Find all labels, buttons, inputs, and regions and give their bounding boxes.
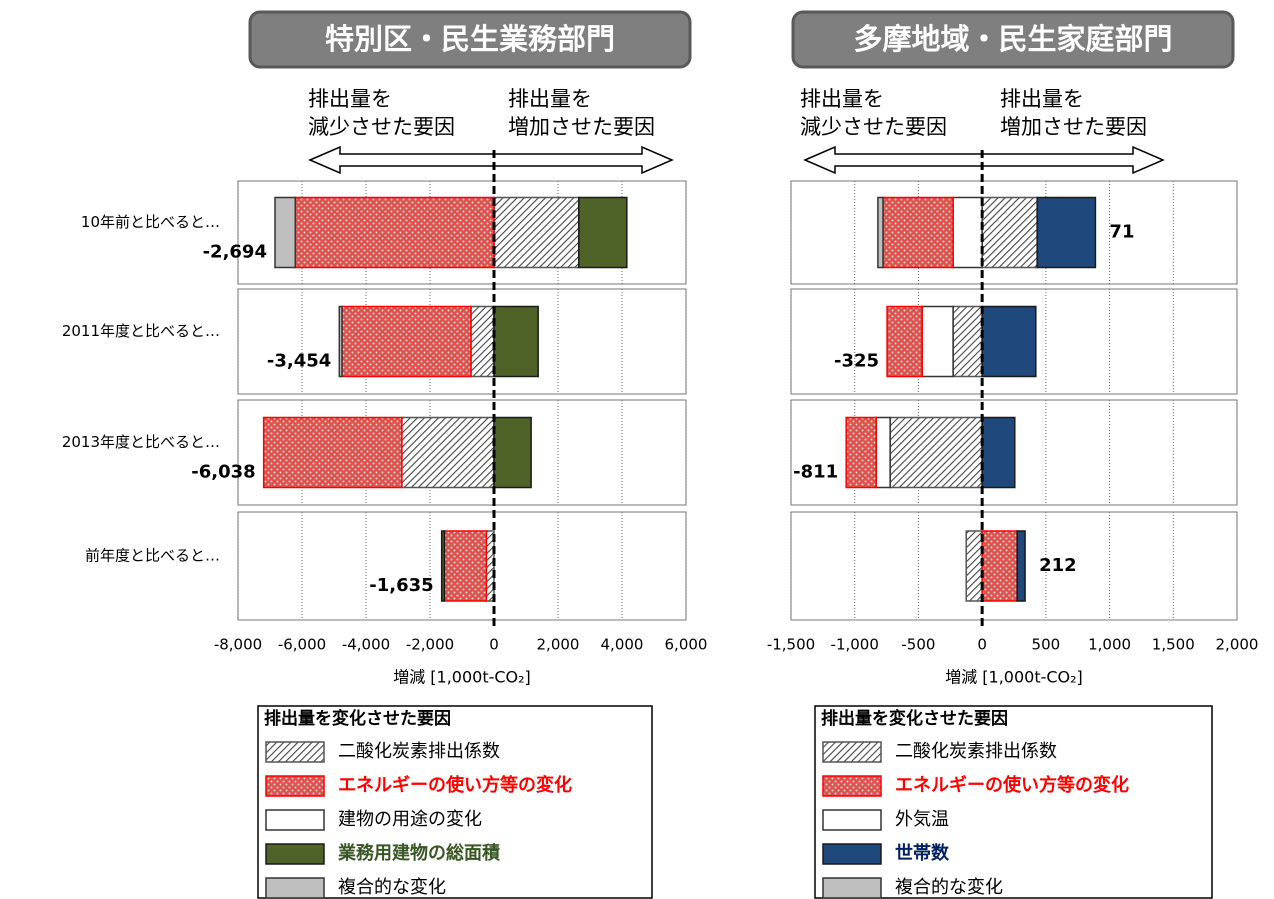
x-tick-label: 2,000 bbox=[537, 636, 580, 654]
legend-label: 二酸化炭素排出係数 bbox=[895, 741, 1057, 762]
legend-swatch bbox=[265, 877, 325, 899]
bar-segment bbox=[262, 416, 403, 489]
bar-segment bbox=[341, 305, 472, 378]
bar-segment bbox=[470, 305, 495, 378]
legend-swatch bbox=[265, 741, 325, 763]
legend-label: エネルギーの使い方等の変化 bbox=[338, 774, 572, 796]
total-label: -2,694 bbox=[203, 242, 267, 263]
bar-segment bbox=[440, 530, 446, 602]
bar-segment bbox=[877, 196, 884, 269]
decrease-label: 排出量を bbox=[308, 87, 392, 111]
bar-segment bbox=[443, 530, 488, 602]
bar-segment bbox=[1016, 530, 1026, 602]
legend-swatch bbox=[822, 843, 882, 865]
bar-segment bbox=[294, 196, 495, 269]
increase-label: 増加させた要因 bbox=[508, 115, 655, 139]
bar-segment bbox=[952, 305, 983, 378]
bar-segment bbox=[401, 416, 495, 489]
bar-segment bbox=[952, 196, 983, 269]
x-tick-label: 4,000 bbox=[601, 636, 644, 654]
bar-segment bbox=[981, 530, 1018, 602]
panel-title-box bbox=[248, 10, 692, 69]
legend-swatch bbox=[822, 775, 882, 797]
category-label: 10年前と比べると… bbox=[81, 213, 220, 231]
bar-segment bbox=[965, 530, 983, 602]
bar-segment bbox=[882, 196, 954, 269]
total-label: 71 bbox=[1109, 222, 1134, 243]
bar-segment bbox=[274, 196, 297, 269]
panel-title-box bbox=[791, 10, 1235, 69]
total-label: -1,635 bbox=[369, 575, 433, 596]
increase-label: 排出量を bbox=[508, 87, 592, 111]
legend-swatch bbox=[265, 775, 325, 797]
x-tick-label: -4,000 bbox=[342, 636, 390, 654]
legend-box bbox=[814, 705, 1213, 899]
x-tick-label: -8,000 bbox=[214, 636, 262, 654]
legend-title: 排出量を変化させた要因 bbox=[821, 708, 1008, 729]
total-label: -325 bbox=[834, 351, 879, 372]
legend-label: 建物の用途の変化 bbox=[338, 809, 482, 830]
x-tick-label: -1,000 bbox=[831, 636, 879, 654]
legend-label: 外気温 bbox=[895, 809, 949, 830]
x-tick-label: 0 bbox=[977, 636, 987, 654]
legend-label: 複合的な変化 bbox=[895, 877, 1003, 898]
total-label: -3,454 bbox=[267, 351, 331, 372]
x-tick-label: -6,000 bbox=[278, 636, 326, 654]
x-tick-label: 0 bbox=[489, 636, 499, 654]
total-label: 212 bbox=[1039, 555, 1077, 576]
bar-segment bbox=[981, 196, 1038, 269]
x-tick-label: 1,500 bbox=[1152, 636, 1195, 654]
legend-swatch bbox=[265, 843, 325, 865]
x-tick-label: -1,500 bbox=[767, 636, 815, 654]
bar-segment bbox=[921, 305, 954, 378]
x-tick-label: 6,000 bbox=[665, 636, 708, 654]
bar-segment bbox=[886, 305, 923, 378]
bar-segment bbox=[981, 416, 1016, 489]
legend-label: 二酸化炭素排出係数 bbox=[338, 741, 500, 762]
decrease-label: 減少させた要因 bbox=[308, 115, 455, 139]
legend-swatch bbox=[265, 809, 325, 831]
x-tick-label: -500 bbox=[901, 636, 935, 654]
category-label: 前年度と比べると… bbox=[85, 547, 220, 565]
legend-label: エネルギーの使い方等の変化 bbox=[895, 774, 1129, 796]
increase-label: 排出量を bbox=[1000, 87, 1084, 111]
bar-segment bbox=[493, 305, 539, 378]
x-tick-label: 1,000 bbox=[1088, 636, 1131, 654]
legend-label: 業務用建物の総面積 bbox=[337, 842, 501, 864]
x-axis-label: 増減 [1,000t-CO₂] bbox=[945, 668, 1083, 687]
x-axis-label: 増減 [1,000t-CO₂] bbox=[393, 668, 531, 687]
bar-segment bbox=[493, 196, 580, 269]
bar-segment bbox=[981, 305, 1037, 378]
bar-segment bbox=[875, 416, 891, 489]
double-arrow bbox=[803, 145, 1165, 175]
legend-label: 複合的な変化 bbox=[338, 877, 446, 898]
legend-box bbox=[257, 705, 653, 899]
double-arrow bbox=[308, 145, 674, 175]
legend-swatch bbox=[822, 877, 882, 899]
x-tick-label: 2,000 bbox=[1216, 636, 1259, 654]
legend-label: 世帯数 bbox=[895, 842, 950, 864]
total-label: -6,038 bbox=[191, 462, 255, 483]
bar-segment bbox=[889, 416, 983, 489]
total-label: -811 bbox=[793, 462, 838, 483]
legend-swatch bbox=[822, 809, 882, 831]
increase-label: 増加させた要因 bbox=[1000, 115, 1147, 139]
legend-title: 排出量を変化させた要因 bbox=[264, 708, 451, 729]
bar-segment bbox=[578, 196, 628, 269]
legend-swatch bbox=[822, 741, 882, 763]
x-tick-label: -2,000 bbox=[406, 636, 454, 654]
panel-title: 多摩地域・民生家庭部門 bbox=[853, 22, 1172, 56]
bar-segment bbox=[1036, 196, 1097, 269]
category-label: 2013年度と比べると… bbox=[62, 433, 220, 451]
bar-segment bbox=[845, 416, 877, 489]
category-label: 2011年度と比べると… bbox=[62, 322, 220, 340]
panel-title: 特別区・民生業務部門 bbox=[325, 22, 615, 56]
bar-segment bbox=[338, 305, 343, 378]
x-tick-label: 500 bbox=[1032, 636, 1061, 654]
decrease-label: 排出量を bbox=[800, 87, 884, 111]
bar-segment bbox=[493, 416, 532, 489]
decrease-label: 減少させた要因 bbox=[800, 115, 947, 139]
